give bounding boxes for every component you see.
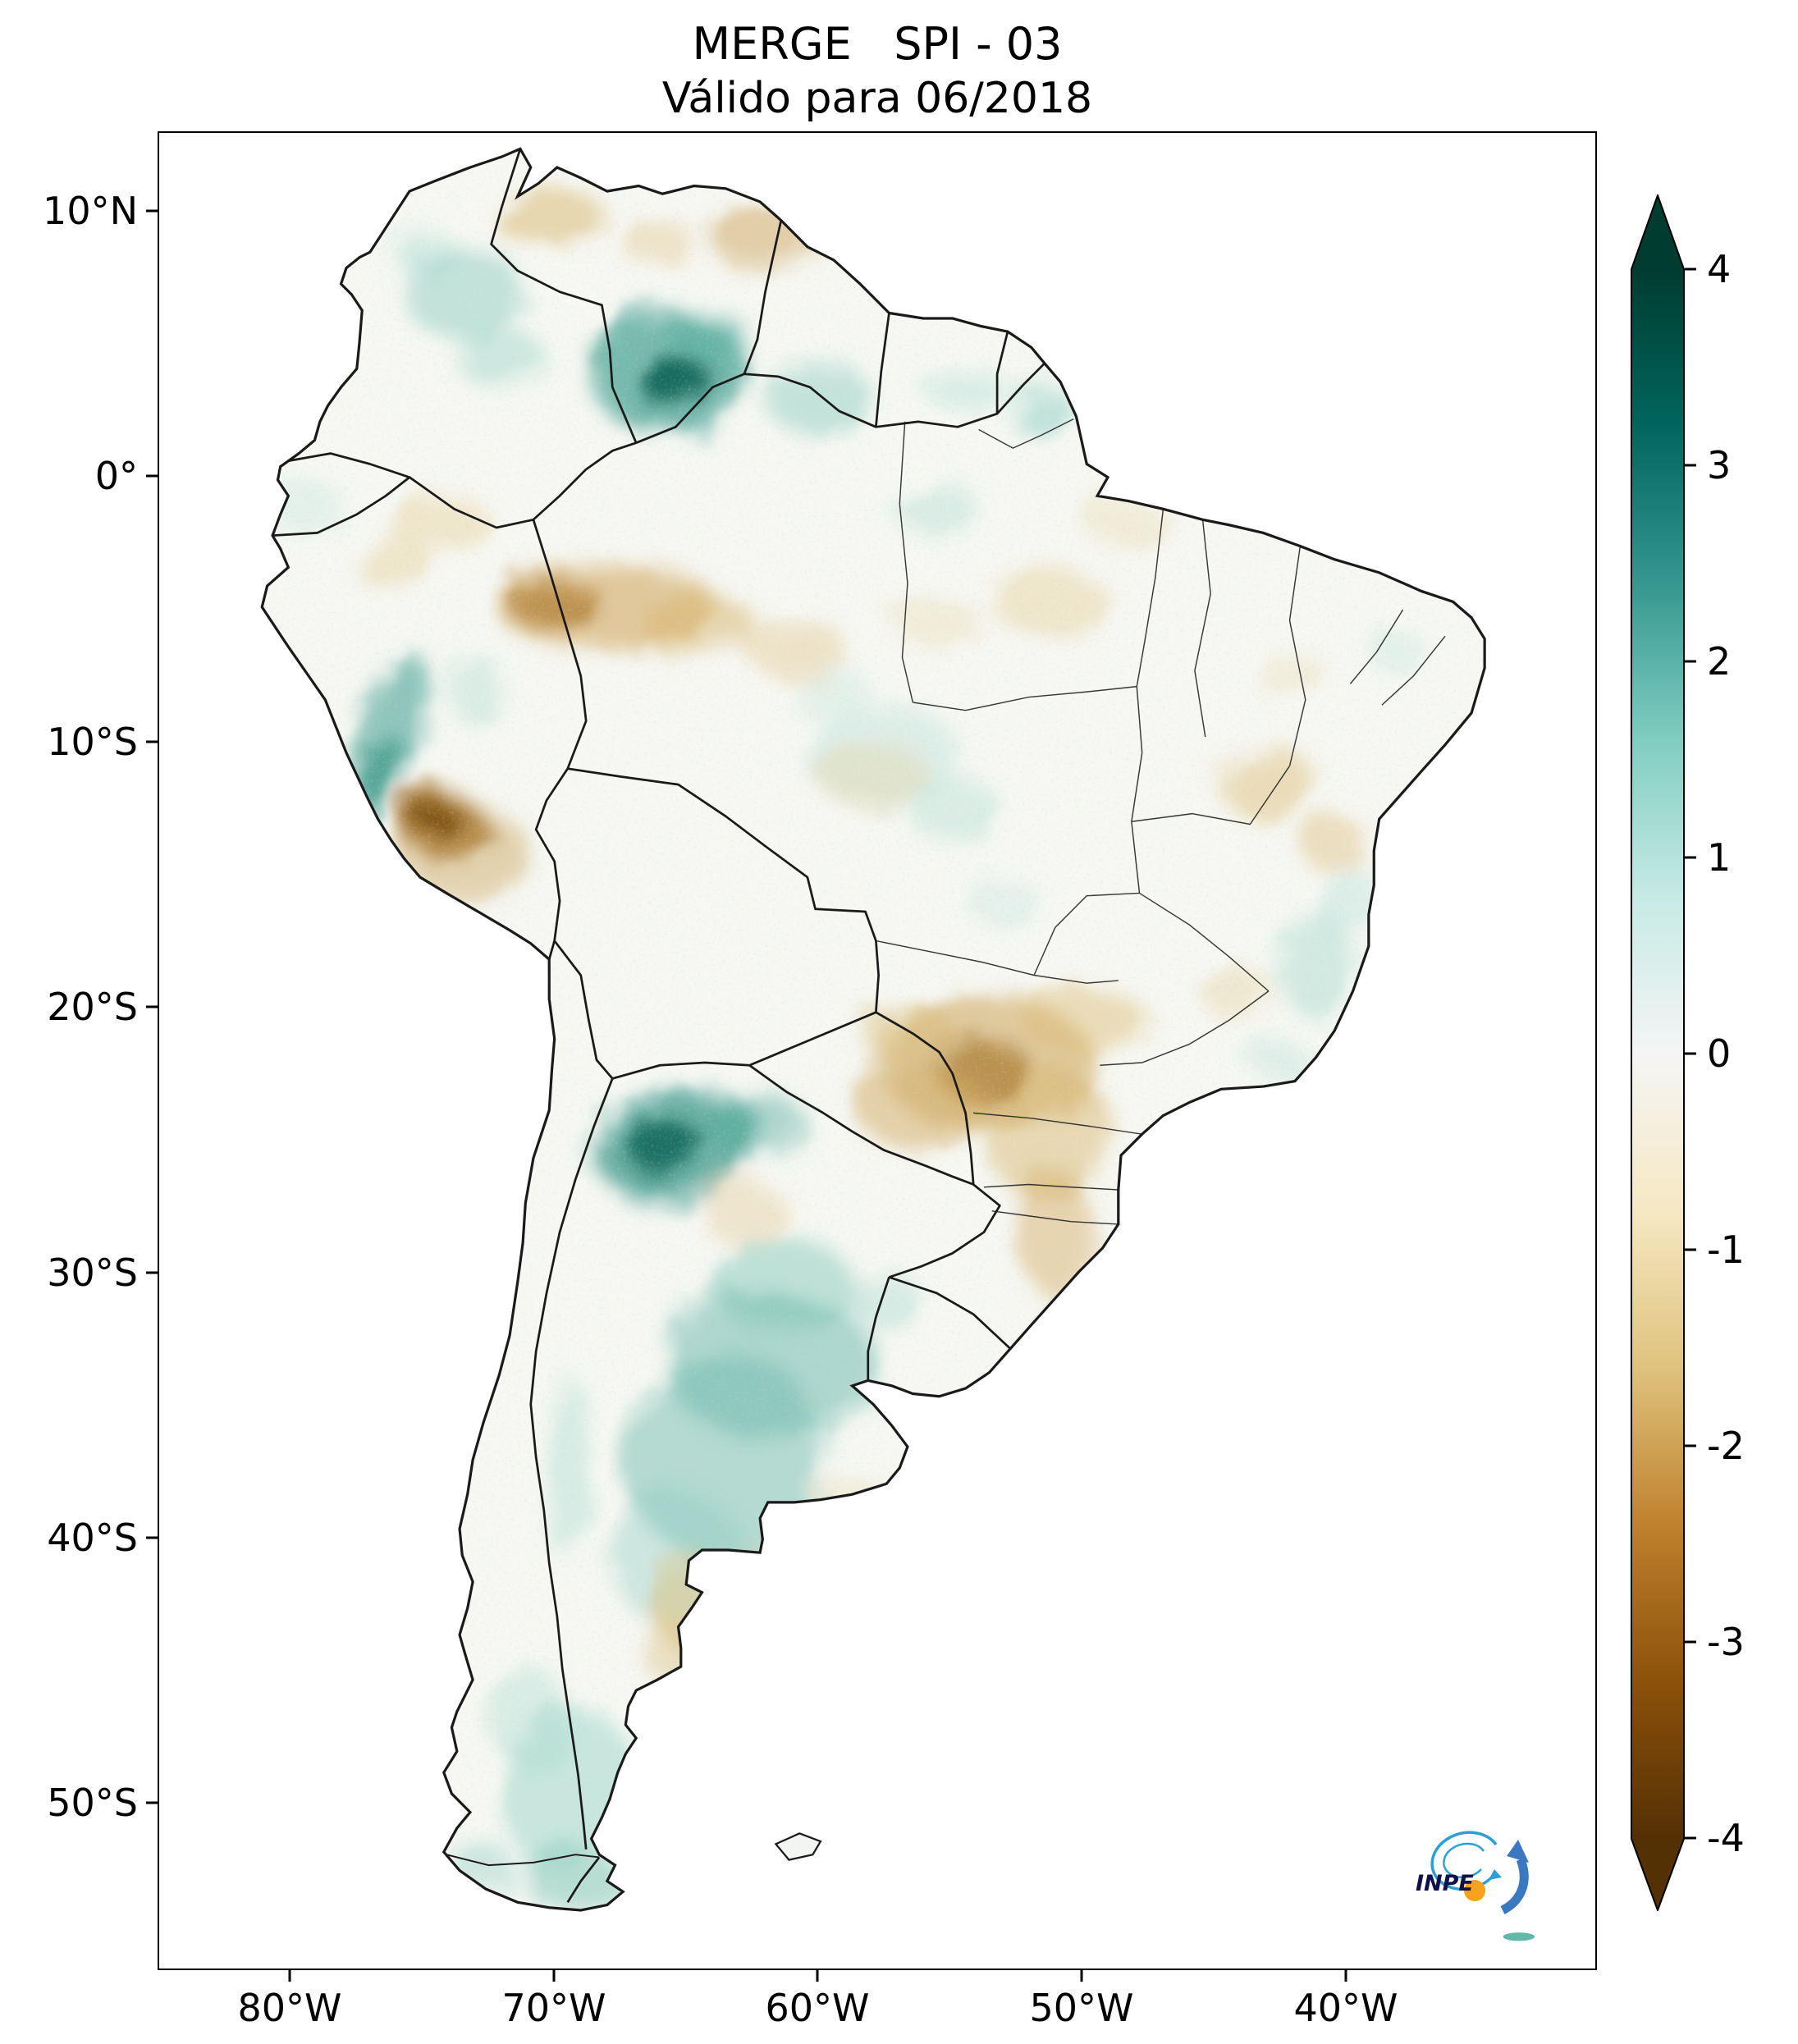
state-border xyxy=(1100,990,1270,1066)
colorbar-tick-mark xyxy=(1685,268,1696,271)
state-borders xyxy=(876,418,1446,1225)
country-border xyxy=(867,1277,890,1381)
state-border xyxy=(978,418,1074,449)
inpe-logo: INPE xyxy=(1416,1831,1529,1914)
colorbar-gradient xyxy=(1631,194,1685,1911)
colorbar-tick-mark xyxy=(1685,1836,1696,1840)
lat-tick-mark xyxy=(146,474,158,478)
country-border xyxy=(875,1011,975,1185)
inpe-swirl-inner xyxy=(1443,1842,1485,1879)
state-border xyxy=(984,1183,1119,1191)
map-frame xyxy=(158,131,1597,1970)
south-america-spi-map xyxy=(260,147,1535,1941)
ocean-data-speck xyxy=(1503,1932,1535,1941)
inpe-arrow-head xyxy=(1507,1840,1529,1863)
lon-tick-mark xyxy=(1080,1970,1083,1982)
colorbar-tick-mark xyxy=(1685,1640,1696,1644)
state-border xyxy=(1136,509,1164,687)
colorbar-tick-label: -4 xyxy=(1707,1816,1745,1860)
lat-tick-mark xyxy=(146,1271,158,1274)
colorbar-tick-label: -2 xyxy=(1707,1424,1745,1468)
lat-tick-label: 30°S xyxy=(47,1251,138,1295)
country-border xyxy=(272,476,410,537)
colorbar-tick-label: -1 xyxy=(1707,1228,1745,1272)
country-border xyxy=(875,313,890,428)
colorbar xyxy=(1631,194,1685,1911)
lat-tick-label: 0° xyxy=(94,454,138,498)
lat-tick-label: 10°S xyxy=(47,720,138,764)
inpe-logo-text: INPE xyxy=(1416,1871,1474,1896)
lat-tick-mark xyxy=(146,1801,158,1804)
inpe-swirl-arrowhead xyxy=(1489,1869,1502,1880)
state-border xyxy=(1131,686,1143,894)
lat-tick-label: 20°S xyxy=(47,985,138,1029)
country-border xyxy=(748,1064,974,1186)
state-border xyxy=(1033,892,1140,976)
falkland-islands xyxy=(774,1832,822,1861)
colorbar-tick-label: 0 xyxy=(1707,1031,1732,1076)
lon-tick-mark xyxy=(552,1970,556,1982)
lat-tick-mark xyxy=(146,740,158,743)
lat-tick-mark xyxy=(146,1005,158,1008)
state-border xyxy=(1131,766,1291,825)
colorbar-tick-label: 4 xyxy=(1707,247,1732,291)
spi-blob xyxy=(1044,1324,1108,1442)
state-border xyxy=(1194,519,1211,738)
lon-tick-label: 50°W xyxy=(1029,1986,1134,2030)
country-border xyxy=(490,149,638,444)
lat-tick-label: 10°N xyxy=(43,189,138,233)
state-border xyxy=(1288,546,1306,766)
lon-tick-mark xyxy=(1344,1970,1347,1982)
country-border xyxy=(567,767,880,1013)
colorbar-tick-mark xyxy=(1685,1444,1696,1447)
country-border xyxy=(611,1061,750,1080)
lat-tick-mark xyxy=(146,1536,158,1539)
lon-tick-mark xyxy=(816,1970,819,1982)
lon-tick-label: 60°W xyxy=(765,1986,870,2030)
state-border xyxy=(1381,635,1446,706)
colorbar-tick-mark xyxy=(1685,660,1696,663)
state-border xyxy=(1349,609,1404,684)
state-border xyxy=(973,1112,1142,1135)
lat-tick-label: 40°S xyxy=(47,1516,138,1560)
continent-interior xyxy=(262,149,1485,1910)
colorbar-tick-label: 2 xyxy=(1707,639,1732,684)
colorbar-tick-label: 1 xyxy=(1707,835,1732,880)
lat-tick-mark xyxy=(146,209,158,213)
colorbar-tick-mark xyxy=(1685,1248,1696,1251)
country-border xyxy=(532,519,588,770)
colorbar-tick-mark xyxy=(1685,1052,1696,1055)
colorbar-tick-mark xyxy=(1685,464,1696,467)
country-border xyxy=(529,1077,614,1850)
country-border xyxy=(553,940,614,1080)
country-border xyxy=(748,1011,876,1067)
country-border xyxy=(889,1276,1012,1350)
lat-tick-label: 50°S xyxy=(47,1781,138,1825)
colorbar-tick-label: -3 xyxy=(1707,1620,1745,1664)
inpe-orange-ball xyxy=(1464,1880,1485,1901)
country-border xyxy=(995,331,1009,414)
country-border xyxy=(566,1856,601,1904)
country-border xyxy=(285,441,637,529)
country-border xyxy=(889,1183,1001,1278)
country-border xyxy=(743,220,783,375)
lon-tick-label: 80°W xyxy=(237,1986,342,2030)
colorbar-tick-label: 3 xyxy=(1707,443,1732,487)
country-borders xyxy=(272,149,1045,1904)
inpe-arrow-shaft xyxy=(1500,1858,1529,1914)
state-border xyxy=(991,1210,1119,1225)
map-subtitle: Válido para 06/2018 xyxy=(661,74,1093,123)
state-border xyxy=(913,685,1137,711)
magellan-strait xyxy=(446,1854,600,1867)
map-title: MERGE SPI - 03 xyxy=(692,18,1063,70)
lon-tick-mark xyxy=(288,1970,291,1982)
lon-tick-label: 70°W xyxy=(501,1986,606,2030)
state-border xyxy=(899,421,914,703)
state-border xyxy=(876,940,1119,984)
colorbar-tick-mark xyxy=(1685,856,1696,859)
state-border xyxy=(1139,892,1270,992)
lon-tick-label: 40°W xyxy=(1293,1986,1398,2030)
